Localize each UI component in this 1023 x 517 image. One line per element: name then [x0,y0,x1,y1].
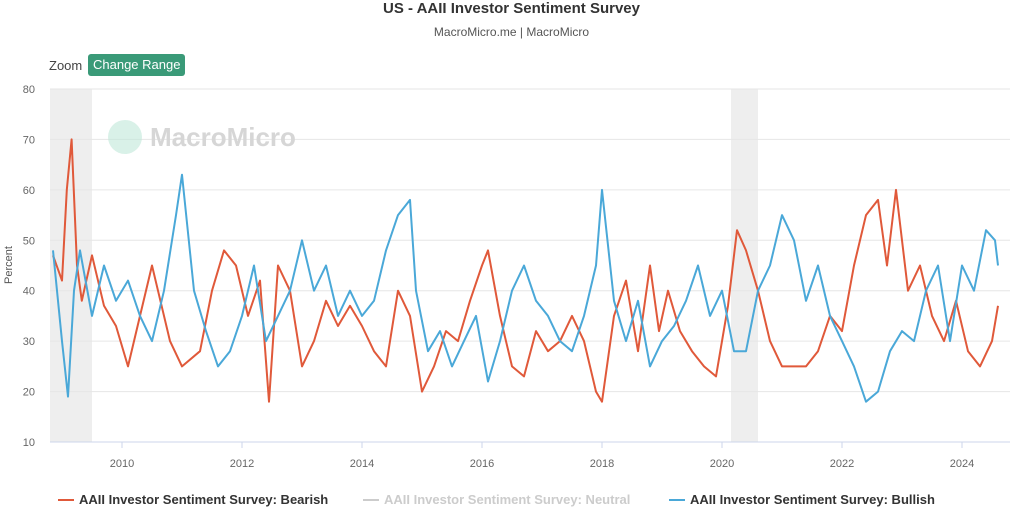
chart-subtitle: MacroMicro.me | MacroMicro [433,25,590,39]
y-tick-label: 20 [23,387,35,399]
y-tick-label: 70 [23,134,35,146]
zoom-label: Zoom [49,58,83,73]
x-tick-label: 2010 [110,458,134,470]
x-tick-label: 2012 [230,458,254,470]
y-axis-label: Percent [3,246,15,284]
legend-item-neutral[interactable]: AAII Investor Sentiment Survey: Neutral [363,492,630,507]
x-tick-label: 2016 [470,458,494,470]
shaded-period [731,89,758,442]
y-tick-label: 80 [23,84,35,96]
bullish-series-line [52,173,999,403]
legend-swatch-bullish [669,498,685,501]
legend-label: AAII Investor Sentiment Survey: Bullish [690,492,935,507]
y-tick-label: 40 [23,286,35,298]
x-tick-label: 2024 [950,458,974,470]
legend-swatch-bearish [58,498,74,501]
series-lines [52,138,999,403]
y-tick-label: 50 [23,235,35,247]
x-tick-label: 2014 [350,458,374,470]
x-tick-label: 2022 [830,458,854,470]
watermark: MacroMicro [108,120,296,154]
y-tick-label: 10 [23,437,35,449]
y-tick-label: 30 [23,336,35,348]
legend-label: AAII Investor Sentiment Survey: Bearish [79,492,329,507]
macromicro-logo-icon [108,120,142,154]
y-tick-label: 60 [23,185,35,197]
legend-swatch-neutral [363,498,379,501]
chart-title: US - AAII Investor Sentiment Survey [382,0,640,17]
x-tick-label: 2020 [710,458,734,470]
change-range-button[interactable]: Change Range [88,54,186,76]
watermark-text: MacroMicro [150,122,296,152]
axes: 10 20 30 40 50 60 70 80 2010 2012 2014 2016 2018 2020… [23,84,1010,470]
legend: AAII Investor Sentiment Survey: Bearish … [0,492,1023,512]
x-tick-label: 2018 [590,458,614,470]
legend-item-bullish[interactable]: AAII Investor Sentiment Survey: Bullish [669,492,935,507]
legend-item-bearish[interactable]: AAII Investor Sentiment Survey: Bearish [58,492,328,507]
legend-label: AAII Investor Sentiment Survey: Neutral [384,492,631,507]
bearish-series-line [52,138,999,403]
